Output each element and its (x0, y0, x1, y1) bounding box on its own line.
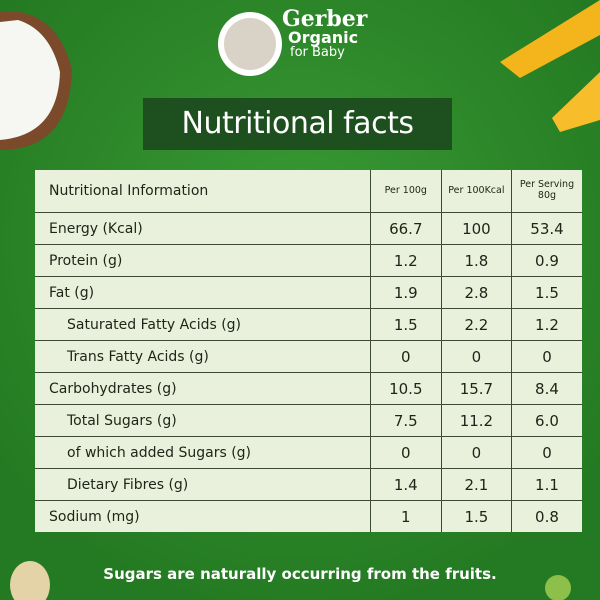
row-value: 6.0 (511, 405, 582, 436)
row-value: 2.1 (440, 469, 512, 500)
row-label: of which added Sugars (g) (67, 444, 252, 461)
logo-face (224, 18, 276, 70)
row-label: Total Sugars (g) (67, 412, 177, 429)
row-value: 1.5 (511, 277, 582, 308)
table-row: Carbohydrates (g) 10.5 15.7 8.4 (35, 372, 582, 404)
row-value: 0 (440, 341, 512, 372)
row-value: 1.4 (370, 469, 441, 500)
logo-brand: Gerber (282, 6, 368, 32)
row-value: 0 (440, 437, 512, 468)
row-value: 0.9 (511, 245, 582, 276)
row-value: 1.8 (440, 245, 512, 276)
row-label: Fat (g) (49, 284, 95, 301)
row-value: 53.4 (511, 213, 582, 244)
footnote: Sugars are naturally occurring from the … (103, 565, 497, 583)
table: Nutritional Information Per 100g Per 100Kc… (35, 170, 582, 532)
row-value: 2.2 (440, 309, 512, 340)
row-value: 15.7 (440, 373, 512, 404)
row-value: 0.8 (511, 501, 582, 532)
row-value: 100 (440, 213, 512, 244)
logo: Gerber Organic for Baby (282, 8, 367, 59)
table-row: of which added Sugars (g) 0 0 0 (35, 436, 582, 468)
table-row: Energy (Kcal) 66.7 100 53.4 (35, 212, 582, 244)
header-cell: Nutritional Information (49, 183, 209, 199)
row-value: 1 (370, 501, 441, 532)
row-value: 8.4 (511, 373, 582, 404)
row-label: Saturated Fatty Acids (g) (67, 316, 242, 333)
row-value: 7.5 (370, 405, 441, 436)
pea (545, 575, 571, 600)
row-value: 1.2 (370, 245, 441, 276)
row-label: Carbohydrates (g) (49, 380, 177, 397)
header-row: Nutritional Information Per 100g Per 100Kc… (35, 170, 582, 212)
row-label: Sodium (mg) (49, 508, 140, 525)
row-value: 66.7 (370, 213, 441, 244)
row-value: 1.2 (511, 309, 582, 340)
mango (552, 72, 600, 132)
row-value: 0 (511, 341, 582, 372)
table-row: Dietary Fibres (g) 1.4 2.1 1.1 (35, 468, 582, 500)
logo-line: Organic (288, 28, 359, 47)
table-row: Sodium (mg) 1 1.5 0.8 (35, 500, 582, 532)
row-value: 10.5 (370, 373, 441, 404)
header-cell: Per 100g (370, 170, 441, 212)
row-label: Dietary Fibres (g) (67, 476, 189, 493)
table-row: Trans Fatty Acids (g) 0 0 0 (35, 340, 582, 372)
row-label: Protein (g) (49, 252, 123, 269)
row-value: 0 (370, 341, 441, 372)
header-cell: Per Serving 80g (511, 170, 582, 212)
row-value: 1.9 (370, 277, 441, 308)
row-value: 1.1 (511, 469, 582, 500)
logo-line: for Baby (290, 45, 345, 60)
coconut-flesh (0, 20, 60, 140)
row-label: Trans Fatty Acids (g) (67, 348, 209, 365)
row-value: 1.5 (370, 309, 441, 340)
header-cell: Per 100Kcal (440, 170, 512, 212)
title: Nutritional facts (143, 98, 452, 150)
table-row: Protein (g) 1.2 1.8 0.9 (35, 244, 582, 276)
nut (10, 561, 50, 600)
row-value: 1.5 (440, 501, 512, 532)
mango (500, 0, 600, 78)
row-value: 0 (370, 437, 441, 468)
row-value: 11.2 (440, 405, 512, 436)
row-value: 0 (511, 437, 582, 468)
table-row: Saturated Fatty Acids (g) 1.5 2.2 1.2 (35, 308, 582, 340)
table-row: Total Sugars (g) 7.5 11.2 6.0 (35, 404, 582, 436)
row-value: 2.8 (440, 277, 512, 308)
row-label: Energy (Kcal) (49, 220, 143, 237)
table-row: Fat (g) 1.9 2.8 1.5 (35, 276, 582, 308)
